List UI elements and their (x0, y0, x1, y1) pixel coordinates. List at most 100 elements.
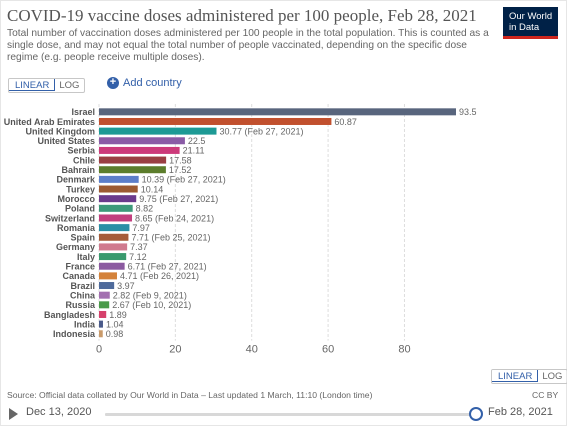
x-tick-label-1: 20 (169, 344, 181, 356)
bar-12 (99, 224, 130, 232)
timeline-track[interactable] (105, 413, 475, 416)
bar-chart: 0 20 40 60 80 Israel 93.5 United Arab Emirates 6… (4, 104, 477, 356)
linear-scale-button[interactable]: LINEAR (9, 79, 56, 91)
value-label-3: 22.5 (188, 136, 206, 146)
chart-subtitle: Total number of vaccination doses admini… (7, 28, 489, 63)
bar-19 (99, 291, 110, 299)
value-label-0: 93.5 (459, 107, 477, 117)
category-label-5: Chile (73, 155, 95, 165)
source-note: Source: Official data collated by Our Wo… (7, 390, 373, 400)
bar-9 (99, 195, 137, 203)
bar-13 (99, 233, 129, 241)
bar-0 (99, 108, 456, 116)
bar-17 (99, 272, 117, 280)
category-label-23: Indonesia (53, 329, 96, 339)
category-label-17: Canada (62, 271, 96, 281)
value-label-21: 1.89 (109, 310, 127, 320)
bar-4 (99, 146, 180, 154)
value-label-15: 7.12 (129, 252, 147, 262)
logo-line1: Our World (509, 11, 553, 22)
scale-toggle-bottom: LINEAR LOG (491, 369, 567, 384)
category-label-3: United States (37, 136, 95, 146)
value-label-16: 6.71 (Feb 27, 2021) (128, 262, 207, 272)
x-tick-label-3: 60 (322, 344, 334, 356)
log-scale-button[interactable]: LOG (59, 80, 80, 91)
timeline-handle[interactable] (469, 407, 483, 421)
x-tick-label-4: 80 (398, 344, 410, 356)
category-label-6: Bahrain (61, 165, 95, 175)
x-tick-label-2: 40 (246, 344, 258, 356)
bar-6 (99, 166, 166, 174)
plus-circle-icon: + (107, 77, 119, 89)
log-scale-button-bottom[interactable]: LOG (542, 371, 563, 382)
value-label-1: 60.87 (334, 117, 357, 127)
value-label-4: 21.11 (183, 146, 205, 156)
value-label-9: 9.75 (Feb 27, 2021) (139, 194, 218, 204)
category-label-19: China (70, 290, 96, 300)
category-label-10: Poland (65, 204, 95, 214)
category-label-1: United Arab Emirates (4, 117, 95, 127)
value-label-12: 7.97 (132, 223, 150, 233)
category-label-16: France (65, 262, 95, 272)
category-label-8: Turkey (66, 184, 95, 194)
license-link[interactable]: CC BY (532, 390, 559, 400)
bar-18 (99, 282, 115, 290)
value-label-22: 1.04 (106, 319, 124, 329)
bar-5 (99, 156, 167, 164)
bar-2 (99, 127, 217, 135)
value-label-5: 17.58 (169, 155, 192, 165)
bar-8 (99, 185, 138, 193)
category-label-9: Morocco (57, 194, 95, 204)
chart-title: COVID-19 vaccine doses administered per … (7, 6, 477, 25)
value-label-18: 3.97 (117, 281, 135, 291)
timeline-end-date[interactable]: Feb 28, 2021 (488, 406, 553, 418)
value-label-7: 10.39 (Feb 27, 2021) (142, 175, 226, 185)
category-label-0: Israel (71, 107, 95, 117)
add-country-label: Add country (123, 77, 182, 89)
value-label-19: 2.82 (Feb 9, 2021) (113, 290, 187, 300)
bar-20 (99, 301, 110, 309)
add-country-button[interactable]: + Add country (107, 77, 182, 89)
scale-toggle-top: LINEAR LOG (8, 78, 86, 93)
bar-14 (99, 243, 128, 251)
category-label-4: Serbia (67, 146, 96, 156)
value-label-13: 7.71 (Feb 25, 2021) (131, 233, 210, 243)
play-icon[interactable] (9, 408, 18, 420)
category-label-15: Italy (77, 252, 95, 262)
bar-7 (99, 175, 139, 183)
bar-11 (99, 214, 133, 222)
x-tick-label-0: 0 (96, 344, 102, 356)
bar-22 (99, 320, 103, 328)
category-label-14: Germany (56, 242, 95, 252)
value-label-23: 0.98 (106, 329, 124, 339)
category-label-12: Romania (57, 223, 96, 233)
category-label-22: India (74, 319, 96, 329)
timeline: Dec 13, 2020 Feb 28, 2021 (0, 404, 567, 424)
bar-16 (99, 262, 125, 270)
value-label-6: 17.52 (169, 165, 192, 175)
value-label-20: 2.67 (Feb 10, 2021) (112, 300, 191, 310)
category-label-11: Switzerland (45, 213, 95, 223)
timeline-start-date[interactable]: Dec 13, 2020 (26, 406, 92, 418)
bar-21 (99, 310, 107, 318)
value-label-14: 7.37 (130, 242, 148, 252)
bar-10 (99, 204, 133, 212)
linear-scale-button-bottom[interactable]: LINEAR (492, 370, 539, 382)
logo-line2: in Data (509, 22, 540, 33)
bar-3 (99, 137, 185, 145)
bar-23 (99, 330, 103, 338)
category-label-18: Brazil (70, 281, 95, 291)
bar-15 (99, 253, 127, 261)
value-label-11: 8.65 (Feb 24, 2021) (135, 213, 214, 223)
category-label-21: Bangladesh (44, 310, 95, 320)
value-label-17: 4.71 (Feb 26, 2021) (120, 271, 199, 281)
owid-logo[interactable]: Our World in Data (503, 7, 558, 39)
category-label-2: United Kingdom (26, 126, 96, 136)
value-label-10: 8.82 (136, 204, 154, 214)
timeline-track-fill (105, 413, 475, 416)
bar-1 (99, 117, 332, 125)
value-label-8: 10.14 (141, 184, 164, 194)
category-label-20: Russia (65, 300, 96, 310)
category-label-7: Denmark (56, 175, 96, 185)
